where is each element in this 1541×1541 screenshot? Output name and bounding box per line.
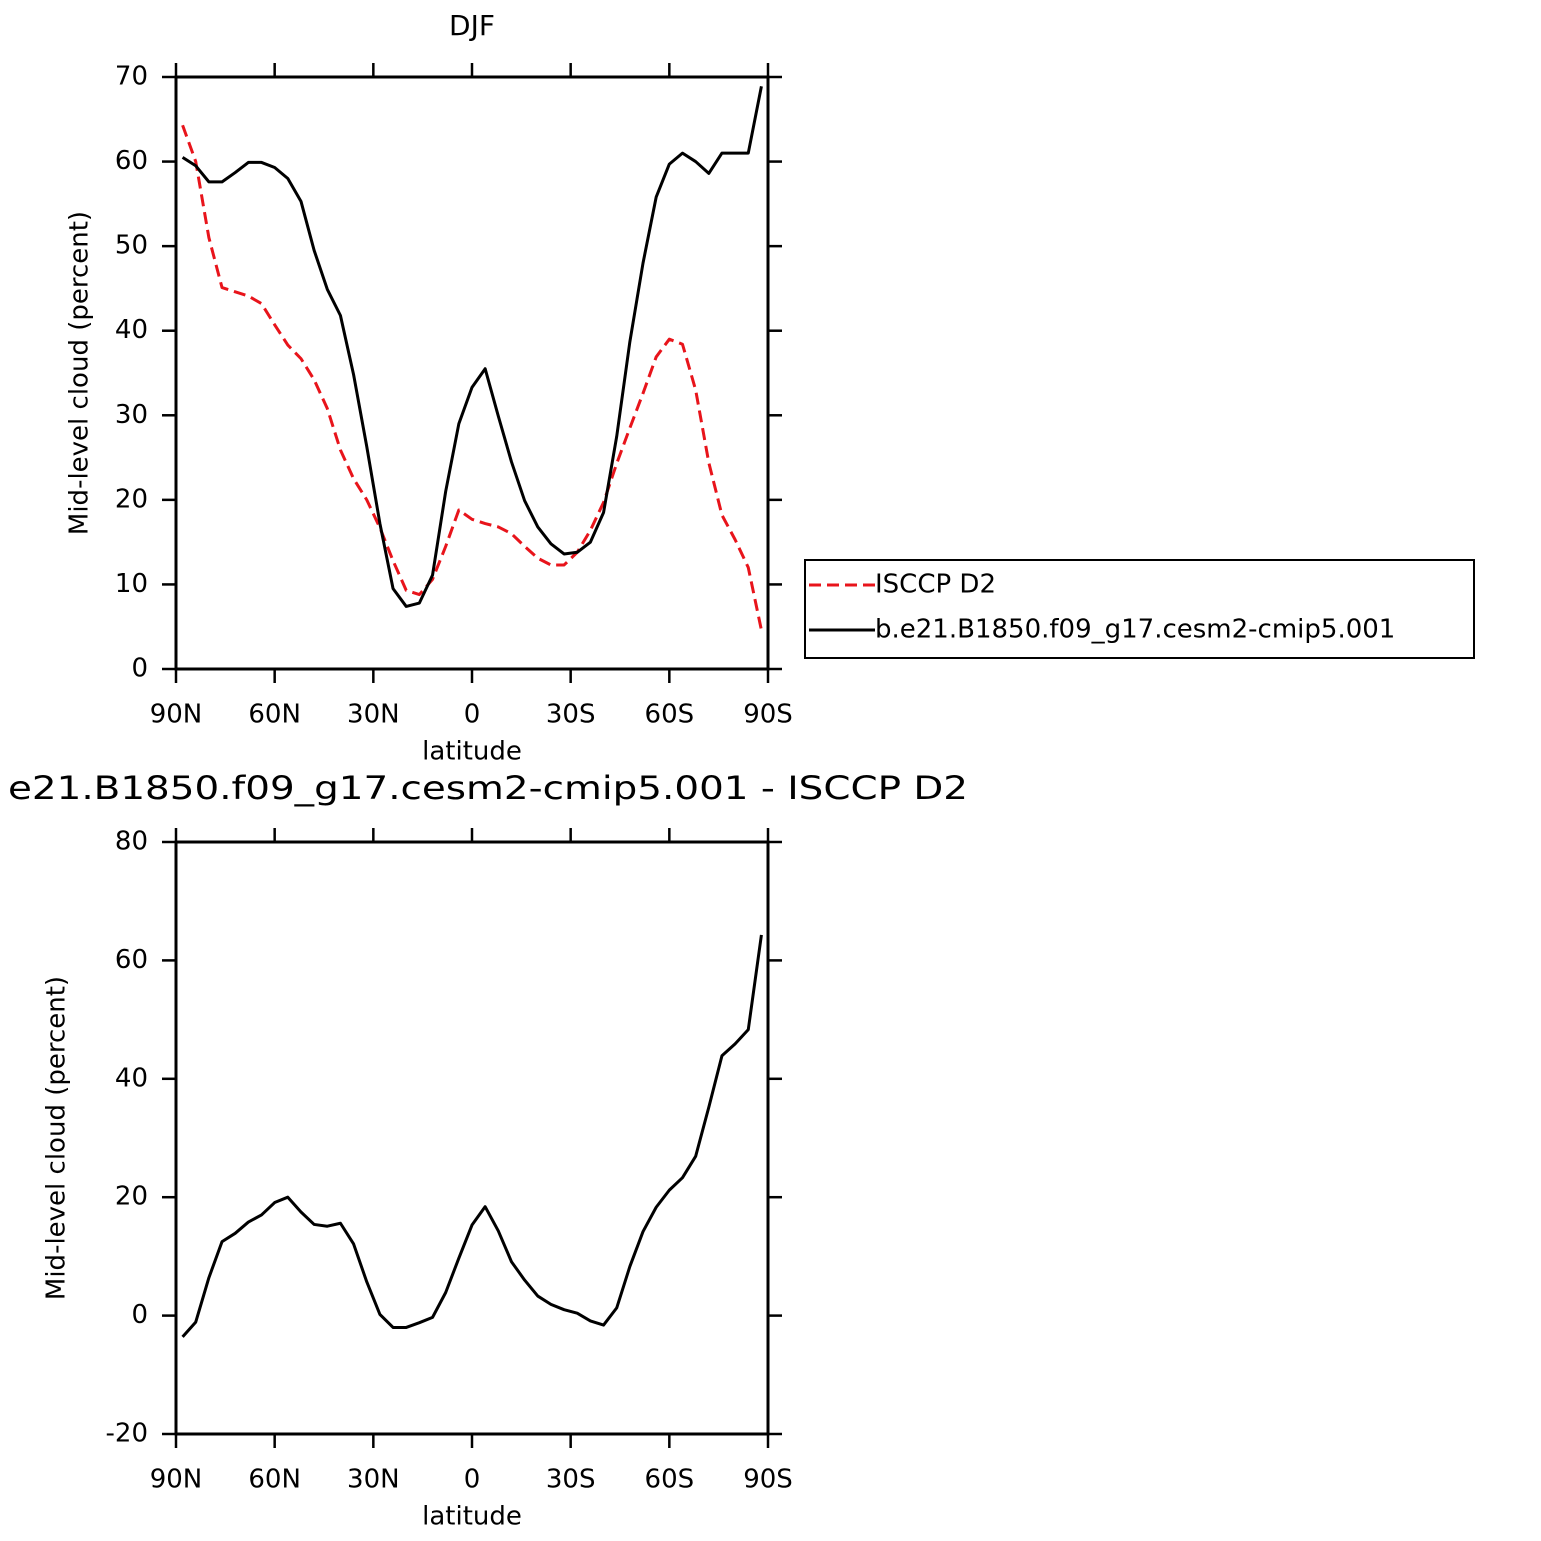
x-tick-label: 30S (546, 700, 596, 730)
y-tick-label: 30 (115, 400, 148, 430)
x-axis-label: latitude (422, 1502, 522, 1532)
y-tick-label: 10 (115, 569, 148, 599)
x-tick-label: 0 (464, 700, 481, 730)
x-tick-label: 90S (743, 1465, 793, 1495)
y-axis-label: Mid-level cloud (percent) (65, 211, 95, 535)
chart-title: DJF (449, 9, 495, 42)
data-line (181, 124, 763, 631)
y-tick-label: -20 (106, 1419, 148, 1449)
legend-label: ISCCP D2 (875, 570, 996, 600)
x-axis-label: latitude (422, 737, 522, 767)
y-tick-label: 80 (115, 827, 148, 857)
chart-title: e21.B1850.f09_g17.cesm2-cmip5.001 - ISCC… (8, 769, 968, 807)
x-tick-label: 90N (150, 1465, 203, 1495)
x-tick-label: 60N (248, 700, 301, 730)
data-line (181, 934, 763, 1338)
y-tick-label: 70 (115, 62, 148, 92)
y-axis-label: Mid-level cloud (percent) (42, 976, 72, 1300)
data-line (181, 86, 763, 608)
x-tick-label: 0 (464, 1465, 481, 1495)
x-tick-label: 30S (546, 1465, 596, 1495)
x-tick-label: 60N (248, 1465, 301, 1495)
y-tick-label: 20 (115, 484, 148, 514)
y-tick-label: 40 (115, 1063, 148, 1093)
plot-frame (174, 840, 770, 1436)
legend-label: b.e21.B1850.f09_g17.cesm2-cmip5.001 (875, 615, 1395, 645)
y-tick-label: 60 (115, 146, 148, 176)
y-tick-label: 0 (131, 1300, 148, 1330)
y-tick-label: 50 (115, 231, 148, 261)
x-tick-label: 30N (347, 1465, 400, 1495)
x-tick-label: 60S (645, 700, 695, 730)
plot-frame (174, 75, 770, 671)
y-tick-label: 0 (131, 654, 148, 684)
x-tick-label: 60S (645, 1465, 695, 1495)
x-tick-label: 90S (743, 700, 793, 730)
y-tick-label: 40 (115, 315, 148, 345)
x-tick-label: 90N (150, 700, 203, 730)
x-tick-label: 30N (347, 700, 400, 730)
legend-box (804, 559, 1475, 659)
y-tick-label: 60 (115, 945, 148, 975)
y-tick-label: 20 (115, 1182, 148, 1212)
